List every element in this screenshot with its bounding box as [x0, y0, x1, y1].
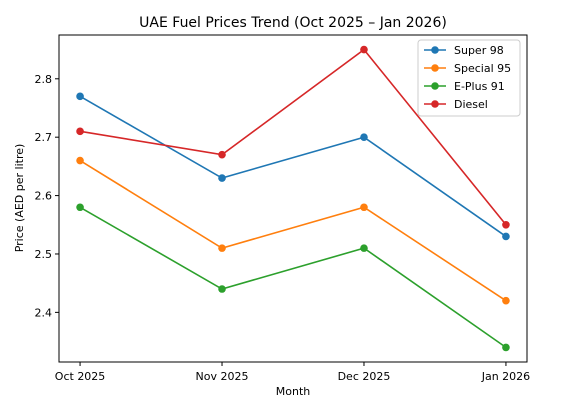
series-line-special-95	[79, 159, 507, 302]
y-tick-label: 2.7	[35, 131, 53, 144]
legend-marker-e-plus-91	[431, 82, 439, 90]
data-point-e-plus-91	[502, 343, 510, 352]
plot-area	[58, 34, 528, 363]
y-tick-label: 2.6	[35, 190, 53, 203]
y-tick-label: 2.4	[35, 306, 53, 319]
series-line-super-98	[79, 95, 507, 238]
x-axis: Oct 2025 Nov 2025 Dec 2025 Jan 2026	[55, 362, 530, 383]
x-tick-label: Nov 2025	[196, 370, 249, 383]
legend-marker-super-98	[431, 46, 439, 54]
data-point-special-95	[76, 156, 84, 165]
chart-title: UAE Fuel Prices Trend (Oct 2025 – Jan 20…	[139, 15, 447, 31]
data-point-diesel	[218, 150, 226, 159]
data-point-super-98	[502, 232, 510, 241]
data-point-e-plus-91	[76, 203, 84, 212]
data-point-super-98	[76, 92, 84, 101]
x-axis-label: Month	[276, 385, 311, 398]
legend-frame	[417, 39, 521, 117]
data-point-diesel	[76, 127, 84, 136]
series-layer	[76, 45, 510, 352]
data-point-special-95	[502, 296, 510, 305]
legend-label-super-98: Super 98	[454, 44, 504, 57]
y-tick-label: 2.5	[35, 248, 53, 261]
plot-frame	[58, 34, 528, 363]
legend-label-special-95: Special 95	[454, 62, 511, 75]
data-point-e-plus-91	[360, 244, 368, 252]
x-tick-label: Dec 2025	[338, 370, 391, 383]
data-point-super-98	[218, 174, 226, 182]
legend: Super 98 Special 95 E-Plus 91 Diesel	[417, 39, 521, 117]
legend-label-e-plus-91: E-Plus 91	[454, 80, 505, 93]
series-line-diesel	[79, 48, 507, 226]
x-tick-label: Jan 2026	[481, 370, 530, 383]
data-point-special-95	[360, 203, 368, 212]
x-tick-label: Oct 2025	[55, 370, 106, 383]
series-line-e-plus-91	[79, 206, 507, 349]
data-point-diesel	[502, 220, 510, 229]
legend-marker-special-95	[431, 64, 439, 72]
legend-label-diesel: Diesel	[454, 98, 488, 111]
data-point-diesel	[360, 45, 368, 54]
y-tick-label: 2.8	[35, 73, 53, 86]
y-axis-label: Price (AED per litre)	[13, 144, 26, 253]
data-point-special-95	[218, 244, 226, 252]
data-point-e-plus-91	[218, 285, 226, 293]
data-point-super-98	[360, 133, 368, 141]
y-axis: 2.4 2.5 2.6 2.7 2.8	[35, 73, 59, 319]
legend-marker-diesel	[431, 100, 439, 108]
